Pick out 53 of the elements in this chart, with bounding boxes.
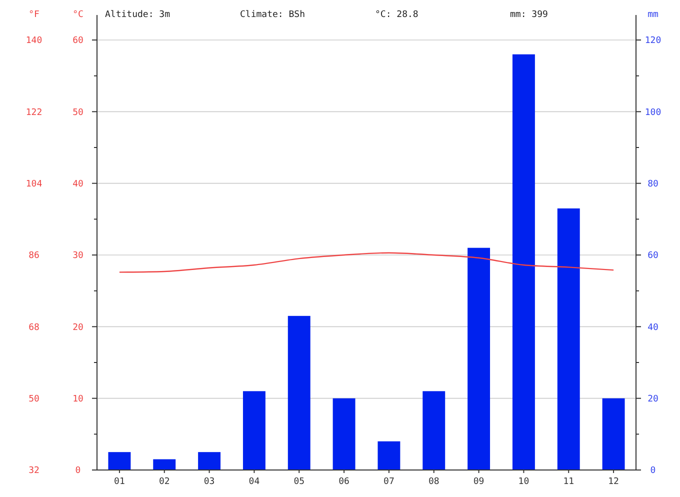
bar [557, 208, 580, 470]
y3-axis-title: °F [28, 10, 40, 20]
x-tick-label: 05 [294, 477, 305, 487]
text: Altitude: 3m [105, 10, 170, 20]
bar [468, 248, 490, 470]
bar [378, 441, 400, 470]
y-tick-label: 30 [72, 251, 84, 262]
bar [512, 54, 535, 470]
bar [153, 459, 176, 470]
bar [288, 316, 310, 470]
y-tick-label: 60 [72, 36, 84, 46]
y3-tick-label: 104 [26, 179, 42, 190]
bar [242, 391, 266, 470]
x-tick-label: 04 [248, 477, 260, 487]
y2-axis-title: mm [648, 10, 658, 20]
x-tick-label: 10 [518, 477, 530, 487]
y-tick-label: 0 [75, 466, 81, 476]
y-tick-label: 50 [72, 108, 84, 118]
y-tick-label: 10 [72, 394, 84, 404]
y3-tick-label: 50 [28, 394, 40, 404]
bar [332, 398, 356, 470]
y2-tick-label: 80 [648, 179, 658, 190]
y-tick-label: 20 [72, 322, 84, 333]
x-tick-label: 07 [384, 477, 394, 487]
y2-tick-label: 40 [648, 322, 658, 333]
y2-tick-label: 100 [644, 108, 662, 118]
x-tick-label: 12 [608, 477, 619, 487]
text: Climate: BSh [240, 10, 306, 20]
bar [108, 452, 131, 470]
x-tick-label: 03 [204, 477, 215, 487]
x-tick-label: 11 [563, 477, 574, 487]
y3-tick-label: 32 [28, 466, 40, 476]
text: °C: 28.8 [375, 10, 418, 20]
y-tick-label: 40 [72, 179, 84, 190]
x-tick-label: 08 [428, 477, 440, 487]
x-tick-label: 06 [338, 477, 350, 487]
x-tick-label: 09 [473, 477, 484, 487]
y2-tick-label: 0 [650, 466, 656, 476]
y2-tick-label: 20 [648, 394, 658, 404]
y3-tick-label: 140 [26, 36, 42, 46]
text: mm: 399 [510, 10, 548, 20]
y3-tick-label: 68 [28, 322, 40, 333]
line-series [118, 252, 614, 273]
y3-tick-label: 122 [26, 108, 42, 118]
bar [422, 391, 446, 470]
y3-tick-label: 86 [28, 251, 40, 262]
y2-tick-label: 60 [648, 251, 658, 262]
y-axis-title: °C [72, 10, 84, 20]
x-tick-label: 01 [114, 477, 125, 487]
x-tick-label: 02 [158, 477, 170, 487]
bar [198, 452, 221, 470]
bar [602, 398, 625, 470]
y2-tick-label: 120 [644, 36, 662, 46]
